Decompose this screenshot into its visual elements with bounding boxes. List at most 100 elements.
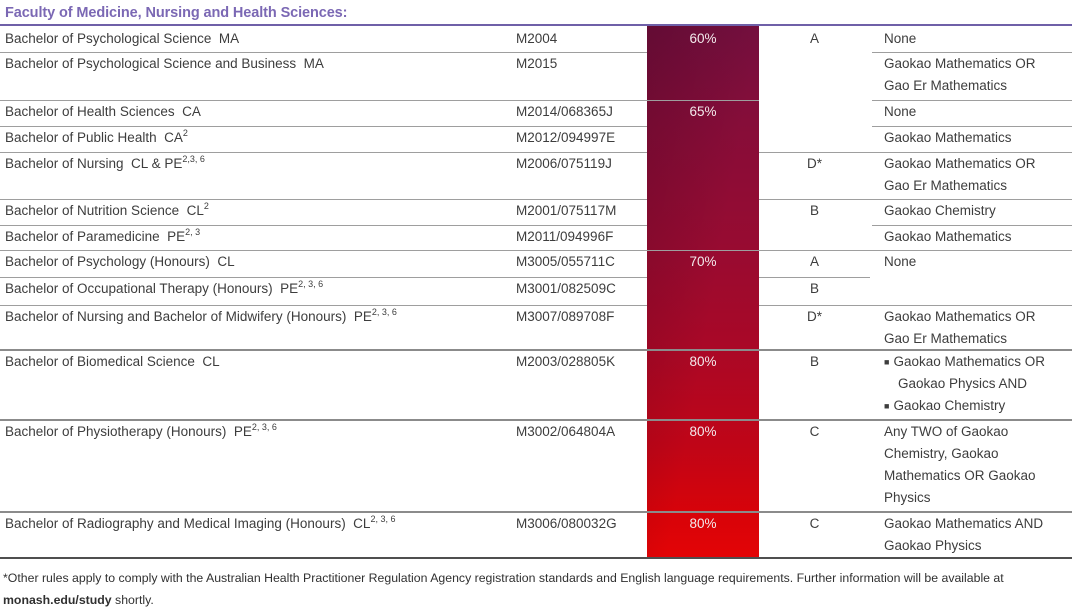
english-band-cell: D* xyxy=(806,309,822,324)
prereq-line: Gaokao Mathematics xyxy=(884,229,1012,244)
row-divider xyxy=(0,199,647,200)
score-gradient-column xyxy=(647,26,759,558)
course-code: M2001/075117M xyxy=(516,203,617,218)
course-code: M3005/055711C xyxy=(516,254,615,269)
bullet-square-icon: ■ xyxy=(884,357,890,367)
percent-label: 80% xyxy=(689,516,717,531)
english-band-cell: D* xyxy=(806,156,822,171)
prereq-line: Gao Er Mathematics xyxy=(884,178,1008,193)
course-code: M2014/068365J xyxy=(516,104,613,119)
prereq-line: None xyxy=(884,104,917,119)
english-band-cell: B xyxy=(809,203,819,218)
english-band-cell: C xyxy=(809,516,820,531)
row-divider xyxy=(759,152,1072,153)
footnote-line2-rest: shortly. xyxy=(111,593,154,607)
prereq-line: Physics xyxy=(884,490,931,505)
row-divider xyxy=(0,277,647,278)
row-divider xyxy=(0,349,1072,351)
prereq-line: Gaokao Physics xyxy=(884,538,982,553)
prereq-cell: Gaokao Mathematics OR Gao Er Mathematics xyxy=(884,309,1036,353)
bullet-square-icon: ■ xyxy=(884,401,890,411)
course-name: Bachelor of Psychological Science and Bu… xyxy=(5,56,324,71)
prereq-line: Gaokao Chemistry xyxy=(884,203,996,218)
row-divider xyxy=(0,225,647,226)
course-code: M3006/080032G xyxy=(516,516,617,531)
footnote-link: monash.edu/study xyxy=(3,593,112,607)
prereq-line: Mathematics OR Gaokao xyxy=(884,468,1036,483)
course-name: Bachelor of Health Sciences CA xyxy=(5,104,201,119)
footnote-superscript: 2 xyxy=(203,200,209,211)
course-code: M2011/094996F xyxy=(516,229,614,244)
page-title: Faculty of Medicine, Nursing and Health … xyxy=(5,5,348,21)
course-code: M2015 xyxy=(516,56,558,71)
percent-label: 80% xyxy=(689,424,717,439)
row-divider xyxy=(759,277,870,278)
course-code: M2003/028805K xyxy=(516,354,616,369)
prereq-cell: Gaokao Chemistry xyxy=(884,203,996,225)
prereq-line: ■ Gaokao Mathematics OR xyxy=(884,354,1045,369)
row-divider xyxy=(0,419,1072,421)
prereq-cell: ■ Gaokao Mathematics OR Gaokao Physics AND… xyxy=(884,354,1045,420)
course-code: M3002/064804A xyxy=(516,424,616,439)
row-divider xyxy=(0,126,647,127)
percent-label: 80% xyxy=(689,354,717,369)
footnote-superscript: 2 xyxy=(182,127,188,138)
english-band-cell: A xyxy=(809,31,819,46)
prereq-line: Any TWO of Gaokao xyxy=(884,424,1009,439)
row-divider xyxy=(872,126,1072,127)
prereq-line: Gaokao Physics AND xyxy=(898,376,1028,391)
course-name: Bachelor of Nutrition Science CL2 xyxy=(5,200,209,218)
footnote-line1: *Other rules apply to comply with the Au… xyxy=(3,571,1004,585)
prereq-cell: Gaokao Mathematics OR Gao Er Mathematics xyxy=(884,156,1036,200)
footnote-superscript: 2, 3, 6 xyxy=(371,306,397,317)
prereq-cell: None xyxy=(884,104,916,126)
course-code: M3007/089708F xyxy=(516,309,615,324)
prereq-line: Gaokao Mathematics OR xyxy=(884,56,1036,71)
prereq-line: Gaokao Mathematics xyxy=(884,130,1012,145)
footnote: *Other rules apply to comply with the Au… xyxy=(3,567,1075,611)
course-name: Bachelor of Biomedical Science CL xyxy=(5,354,220,369)
prereq-line: None xyxy=(884,254,917,269)
row-divider xyxy=(759,199,1072,200)
prereq-cell: None xyxy=(884,31,916,53)
prereq-line: Gao Er Mathematics xyxy=(884,331,1008,346)
row-divider xyxy=(872,100,1072,101)
footnote-line2: monash.edu/study shortly. xyxy=(3,589,1075,611)
row-divider xyxy=(0,511,1072,513)
prereq-cell: None xyxy=(884,254,916,276)
prereq-cell: Gaokao Mathematics OR Gao Er Mathematics xyxy=(884,56,1036,100)
course-name: Bachelor of Radiography and Medical Imag… xyxy=(5,513,396,531)
course-name: Bachelor of Public Health CA2 xyxy=(5,127,188,145)
prereq-line: Chemistry, Gaokao xyxy=(884,446,999,461)
prereq-line: Gaokao Mathematics AND xyxy=(884,516,1044,531)
percent-label: 65% xyxy=(689,104,717,119)
english-band-cell: C xyxy=(809,424,820,439)
prereq-cell: Gaokao Mathematics AND Gaokao Physics xyxy=(884,516,1043,560)
english-band-cell: A xyxy=(809,254,819,269)
course-name: Bachelor of Psychology (Honours) CL xyxy=(5,254,235,269)
prereq-cell: Gaokao Mathematics xyxy=(884,130,1012,152)
title-rule xyxy=(0,24,1072,26)
prereq-line: Gaokao Mathematics OR xyxy=(884,309,1036,324)
course-name: Bachelor of Physiotherapy (Honours) PE2,… xyxy=(5,421,277,439)
footnote-superscript: 2, 3, 6 xyxy=(251,421,277,432)
row-divider xyxy=(0,305,647,306)
percent-label: 70% xyxy=(689,254,717,269)
prereq-line: Gao Er Mathematics xyxy=(884,78,1008,93)
row-divider xyxy=(872,52,1072,53)
prereq-cell: Gaokao Mathematics xyxy=(884,229,1012,251)
course-name: Bachelor of Psychological Science MA xyxy=(5,31,240,46)
footnote-superscript: 2, 3, 6 xyxy=(370,513,396,524)
prereq-cell: Any TWO of Gaokao Chemistry, Gaokao Mathem… xyxy=(884,424,1036,512)
row-divider xyxy=(0,100,759,101)
course-code: M2004 xyxy=(516,31,558,46)
footnote-superscript: 2, 3, 6 xyxy=(298,278,324,289)
course-name: Bachelor of Nursing and Bachelor of Midw… xyxy=(5,306,397,324)
course-code: M2012/094997E xyxy=(516,130,616,145)
course-name: Bachelor of Occupational Therapy (Honour… xyxy=(5,278,324,296)
course-code: M3001/082509C xyxy=(516,281,616,296)
percent-label: 60% xyxy=(689,31,717,46)
row-divider xyxy=(0,250,1072,251)
row-divider xyxy=(0,52,647,53)
